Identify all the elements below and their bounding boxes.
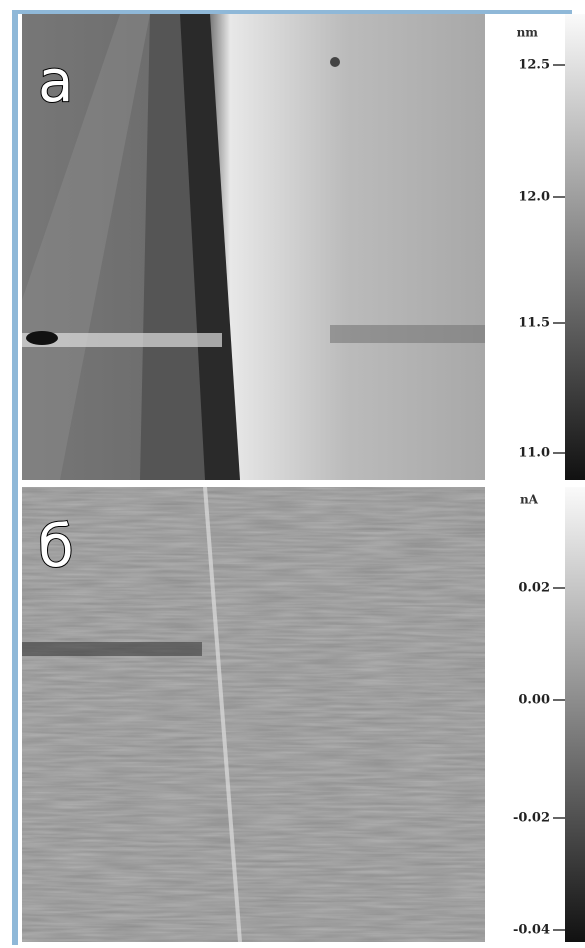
colorbar-tick-label: 12.5 <box>518 58 550 73</box>
panel-label: б <box>38 512 74 580</box>
panel-image <box>22 487 485 942</box>
panel-image <box>22 14 485 480</box>
unit-label: nm <box>517 26 539 40</box>
unit-label: nA <box>520 493 539 507</box>
separator <box>486 484 585 487</box>
panel-label: а <box>38 47 74 115</box>
colorbar-tick-label: 0.00 <box>518 693 550 708</box>
figure: а nm 12.5 12.0 11.5 11.0 б nA 0.02 0.00 -0.02 -0.04 <box>0 0 585 948</box>
colorbar-tick-label: -0.04 <box>513 923 550 938</box>
colorbar-tick-label: 11.0 <box>518 446 550 461</box>
frame-edge <box>12 10 18 945</box>
colorbar-tick-label: 0.02 <box>518 581 550 596</box>
colorbar <box>565 14 585 480</box>
colorbar <box>565 487 585 942</box>
frame-edge <box>12 10 572 14</box>
colorbar-tick-label: -0.02 <box>513 811 550 826</box>
colorbar-tick-label: 12.0 <box>518 190 550 205</box>
colorbar-tick-label: 11.5 <box>518 316 550 331</box>
